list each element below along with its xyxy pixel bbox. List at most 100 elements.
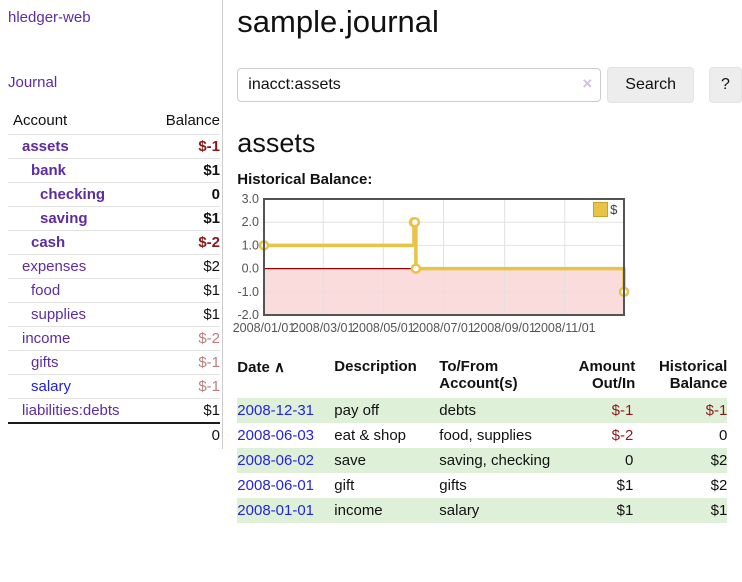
account-link[interactable]: supplies [31, 306, 87, 323]
register-row: 2008-06-01 gift gifts $1 $2 [237, 473, 727, 498]
account-balance: $1 [146, 398, 220, 423]
account-title: assets [237, 128, 316, 158]
transaction-description: gift [334, 477, 355, 494]
account-row: assets $-1 [8, 134, 220, 159]
transaction-account: food, supplies [439, 427, 532, 444]
y-tick-label: 2.0 [242, 215, 259, 229]
account-balance: $1 [146, 206, 220, 231]
sidebar-item-journal[interactable]: Journal [8, 74, 58, 91]
chart-border [263, 198, 626, 316]
register-row: 2008-06-03 eat & shop food, supplies $-2 0 [237, 423, 727, 448]
register-header-description: Description [334, 358, 417, 375]
account-link[interactable]: checking [40, 186, 106, 203]
clear-search-icon[interactable]: × [582, 74, 593, 93]
transaction-date: 2008-01-01 [237, 498, 334, 523]
account-row: bank $1 [8, 158, 220, 183]
register-row: 2008-12-31 pay off debts $-1 $-1 [237, 398, 728, 423]
transaction-account: gifts [439, 477, 467, 494]
accounts-header-balance: Balance [165, 112, 220, 129]
chart-canvas: 3.0 2.0 1.0 0.0 -1.0 -2.02008/01/012008/03/01… [233, 192, 630, 335]
account-link[interactable]: liabilities:debts [22, 402, 120, 419]
account-balance: $-1 [146, 134, 220, 159]
y-tick-label: 0.0 [242, 262, 259, 276]
transaction-date-link[interactable]: 2008-06-01 [237, 477, 315, 494]
search-input[interactable] [237, 68, 602, 102]
account-row: expenses $2 [8, 254, 220, 279]
x-tick-label: 2008/05/01 [352, 321, 415, 335]
legend-label: $ [610, 202, 618, 217]
transaction-account: saving, checking [439, 452, 551, 469]
account-balance: $1 [146, 302, 220, 327]
chart-legend: $ [593, 202, 617, 217]
account-row: saving $1 [8, 206, 220, 231]
x-tick-label: 2008/09/01 [474, 321, 537, 335]
account-row: checking 0 [8, 182, 220, 207]
page-title: sample.journal [237, 4, 439, 39]
account-balance: $1 [146, 158, 220, 183]
transaction-date-link[interactable]: 2008-06-02 [237, 452, 315, 469]
account-row: income $-2 [8, 326, 220, 351]
search-form: × Search ? [237, 67, 742, 103]
transaction-amount: $-2 [611, 427, 634, 444]
transaction-date-link[interactable]: 2008-12-31 [237, 402, 315, 419]
transaction-balance: $-1 [705, 402, 728, 419]
account-balance: $2 [146, 254, 220, 279]
transaction-description: eat & shop [334, 427, 407, 444]
transaction-balance: $1 [710, 502, 728, 519]
main-content: sample.journal × Search ? assets Histori… [223, 0, 742, 523]
account-link[interactable]: assets [22, 138, 69, 155]
transaction-amount: $1 [616, 502, 634, 519]
accounts-total-row: 0 [8, 422, 220, 447]
account-link[interactable]: income [22, 330, 71, 347]
account-row: supplies $1 [8, 302, 220, 327]
account-link[interactable]: gifts [31, 354, 59, 371]
transaction-date: 2008-06-03 [237, 423, 334, 448]
data-point [410, 263, 422, 274]
account-row: salary $-1 [8, 374, 220, 399]
account-link[interactable]: cash [31, 234, 66, 251]
brand-link[interactable]: hledger-web [8, 9, 91, 26]
account-balance: $-1 [146, 350, 220, 375]
x-tick-label: 2008/07/01 [413, 321, 476, 335]
account-balance: $-2 [146, 326, 220, 351]
accounts-table: Account Balance assets $-1 bank $1 checking 0… [8, 109, 220, 447]
account-link[interactable]: salary [31, 378, 72, 395]
register-header-date[interactable]: Date ∧ [237, 359, 285, 376]
legend-swatch-icon [593, 202, 609, 217]
transaction-amount: $1 [616, 477, 634, 494]
account-balance: $1 [146, 278, 220, 303]
account-link[interactable]: saving [40, 210, 88, 227]
account-link[interactable]: bank [31, 162, 67, 179]
transaction-description: pay off [334, 402, 380, 419]
transaction-amount: 0 [624, 452, 634, 469]
y-tick-label: 1.0 [242, 238, 259, 252]
account-balance: $-1 [146, 374, 220, 399]
chart-label: Historical Balance: [237, 171, 373, 188]
search-button[interactable]: Search [607, 67, 694, 103]
accounts-total: 0 [146, 422, 220, 447]
account-link[interactable]: food [31, 282, 61, 299]
register-row: 2008-06-02 save saving, checking 0 $2 [237, 448, 728, 473]
register-header-account: To/From Account(s) [439, 358, 518, 392]
transaction-account: debts [439, 402, 476, 419]
account-balance: 0 [146, 182, 220, 207]
app: hledger-web Journal Account Balance asse… [8, 0, 742, 523]
transaction-date: 2008-06-01 [237, 473, 334, 498]
data-point [409, 216, 421, 228]
register-table: Date ∧ Description To/From Account(s) Am… [237, 356, 728, 523]
account-row: cash $-2 [8, 230, 220, 255]
x-tick-label: 2008/11/01 [534, 321, 596, 335]
account-row: liabilities:debts $1 [8, 398, 220, 423]
account-link[interactable]: expenses [22, 258, 87, 275]
transaction-balance: $2 [710, 452, 728, 469]
transaction-date-link[interactable]: 2008-06-03 [237, 427, 315, 444]
help-button[interactable]: ? [709, 67, 742, 103]
y-tick-label: -1.0 [238, 285, 260, 299]
sort-ascending-icon: ∧ [273, 359, 285, 376]
transaction-date-link[interactable]: 2008-01-01 [237, 502, 315, 519]
transaction-balance: 0 [718, 427, 728, 444]
transaction-date: 2008-06-02 [237, 448, 334, 473]
transaction-description: income [334, 502, 383, 519]
transaction-balance: $2 [710, 477, 728, 494]
historical-balance-chart: 3.0 2.0 1.0 0.0 -1.0 -2.0 2008/01/01 2008/03/01… [233, 192, 729, 340]
